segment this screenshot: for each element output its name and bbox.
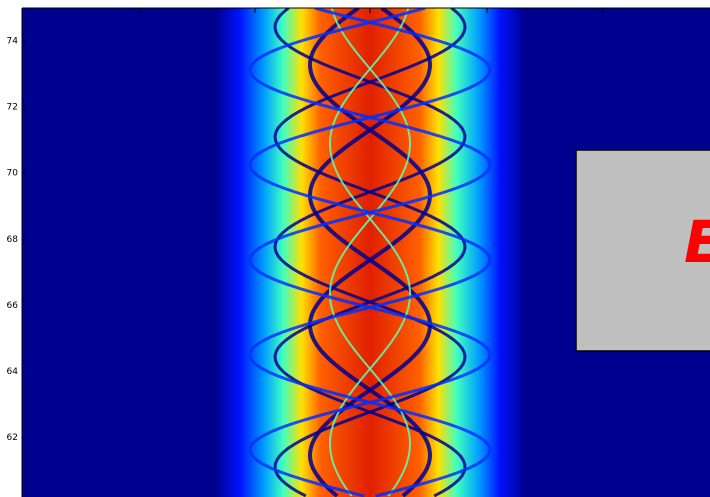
y-tick-label: 70 [7,169,19,179]
chart: E 62 64 66 68 70 72 74 [0,0,710,497]
legend-box: E [576,150,710,351]
y-tick-label: 74 [7,37,19,47]
annotation-text: E [684,208,710,276]
y-tick-label: 72 [7,103,18,113]
y-tick-label: 66 [7,301,19,311]
y-tick-label: 64 [7,367,19,377]
y-tick-label: 68 [7,235,19,245]
y-tick-label: 62 [7,433,18,443]
